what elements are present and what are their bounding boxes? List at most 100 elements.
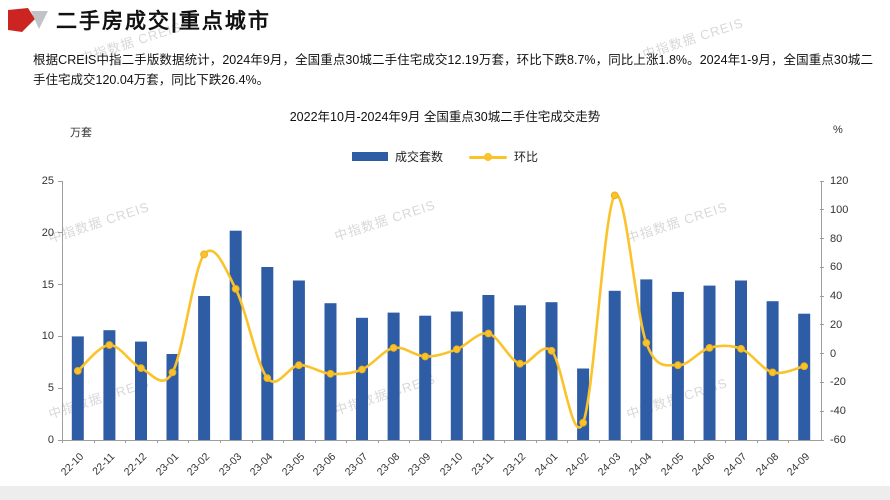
right-axis-tick-label: 120 xyxy=(830,175,849,187)
mom-point-24-02 xyxy=(579,418,587,427)
x-axis-tick xyxy=(567,440,569,443)
creis-logo-icon xyxy=(8,7,48,32)
bar-23-12 xyxy=(514,305,526,440)
x-axis-tick xyxy=(598,440,600,443)
chart-title: 2022年10月-2024年9月 全国重点30城二手住宅成交走势 xyxy=(289,110,601,124)
chart-legend: 成交套数 环比 xyxy=(0,148,890,165)
x-axis-tick xyxy=(251,440,253,443)
bar-24-09 xyxy=(798,313,811,440)
x-axis-tick xyxy=(314,440,316,443)
mom-point-23-01 xyxy=(168,368,177,377)
x-axis-tick xyxy=(472,440,474,443)
mom-point-23-08 xyxy=(389,344,398,352)
right-axis-tick xyxy=(820,324,824,326)
x-axis-tick xyxy=(693,440,695,443)
x-axis-tick xyxy=(283,440,285,443)
right-axis-tick xyxy=(820,353,824,355)
mom-point-23-09 xyxy=(421,352,430,361)
x-axis-tick xyxy=(788,440,790,443)
legend-item-line: 环比 xyxy=(469,148,538,165)
bar-23-05 xyxy=(292,280,305,440)
legend-label-bars: 成交套数 xyxy=(394,150,443,164)
mom-point-23-03 xyxy=(231,285,240,293)
right-axis-unit: % xyxy=(833,124,843,136)
mom-point-24-01 xyxy=(547,346,556,355)
bar-23-02 xyxy=(198,296,211,440)
x-axis-tick xyxy=(188,440,190,443)
x-axis-tick xyxy=(441,440,442,443)
right-axis-tick-label: 80 xyxy=(830,232,843,245)
mom-point-24-08 xyxy=(768,368,777,377)
right-axis-tick xyxy=(820,180,824,182)
bar-22-11 xyxy=(103,330,116,440)
bar-swatch-icon xyxy=(351,152,388,161)
x-axis-tick xyxy=(93,440,95,443)
legend-label-line: 环比 xyxy=(514,150,539,164)
left-axis-unit: 万套 xyxy=(70,127,92,139)
chart-canvas xyxy=(71,191,811,440)
bar-23-09 xyxy=(419,315,432,440)
left-axis-tick-label: 20 xyxy=(41,226,54,239)
header: 二手房成交|重点城市 xyxy=(8,5,271,35)
bar-23-08 xyxy=(387,312,400,440)
bar-24-04 xyxy=(640,279,653,440)
left-axis-tick-label: 25 xyxy=(41,175,54,187)
x-axis-tick xyxy=(377,440,379,443)
right-axis-tick-label: 0 xyxy=(830,347,837,360)
x-axis-tick xyxy=(504,440,506,443)
bar-24-07 xyxy=(735,280,747,440)
x-axis-tick xyxy=(125,440,127,443)
x-axis-tick xyxy=(662,440,664,443)
summary-paragraph: 根据CREIS中指二手版数据统计，2024年9月，全国重点30城二手住宅成交12… xyxy=(33,53,873,87)
x-axis-tick xyxy=(409,440,411,443)
mom-point-24-09 xyxy=(800,362,809,371)
mom-point-24-04 xyxy=(642,339,651,347)
mom-point-24-05 xyxy=(674,361,682,370)
right-axis-tick-label: -20 xyxy=(830,376,846,389)
mom-point-23-06 xyxy=(326,369,335,378)
right-axis-tick-label: 40 xyxy=(830,290,843,303)
left-axis-tick xyxy=(58,387,62,389)
bar-23-10 xyxy=(450,311,463,440)
right-axis-tick xyxy=(820,266,824,268)
left-axis-tick-label: 0 xyxy=(47,434,54,446)
bar-22-10 xyxy=(71,336,84,440)
mom-point-24-06 xyxy=(705,344,714,352)
left-axis-tick xyxy=(58,180,62,182)
left-axis-tick-label: 10 xyxy=(41,330,54,343)
x-axis-tick xyxy=(756,440,758,443)
bar-24-01 xyxy=(545,302,558,440)
mom-point-22-10 xyxy=(73,367,82,375)
right-axis-tick-label: 20 xyxy=(830,318,843,331)
right-axis-tick xyxy=(820,410,824,412)
mom-point-23-04 xyxy=(263,374,272,383)
mom-point-22-12 xyxy=(137,364,145,373)
right-axis-tick xyxy=(820,381,824,383)
right-axis-tick-label: 60 xyxy=(830,261,843,274)
left-axis-tick-label: 5 xyxy=(47,382,54,395)
right-axis-tick-label: -60 xyxy=(830,434,846,446)
bar-24-06 xyxy=(703,285,716,440)
mom-point-22-11 xyxy=(105,341,114,349)
left-axis-tick xyxy=(58,284,62,286)
mom-point-23-05 xyxy=(295,361,303,370)
bar-23-04 xyxy=(261,267,274,440)
mom-point-24-03 xyxy=(610,191,619,200)
right-axis-tick-label: 100 xyxy=(830,203,849,216)
x-axis-tick xyxy=(725,440,727,443)
right-axis-tick-label: -40 xyxy=(830,405,846,418)
bar-24-03 xyxy=(608,290,621,440)
page-title: 二手房成交|重点城市 xyxy=(56,10,271,33)
footer-band xyxy=(0,486,890,500)
mom-point-23-10 xyxy=(452,345,461,354)
mom-point-24-07 xyxy=(737,344,745,353)
right-axis-tick xyxy=(820,439,824,441)
right-axis-tick xyxy=(820,295,824,297)
mom-point-23-02 xyxy=(200,250,209,259)
left-axis-tick xyxy=(58,335,62,337)
x-axis-tick xyxy=(346,440,348,443)
mom-point-23-07 xyxy=(358,365,366,374)
x-axis-tick xyxy=(156,440,158,443)
plot-frame xyxy=(62,181,822,441)
